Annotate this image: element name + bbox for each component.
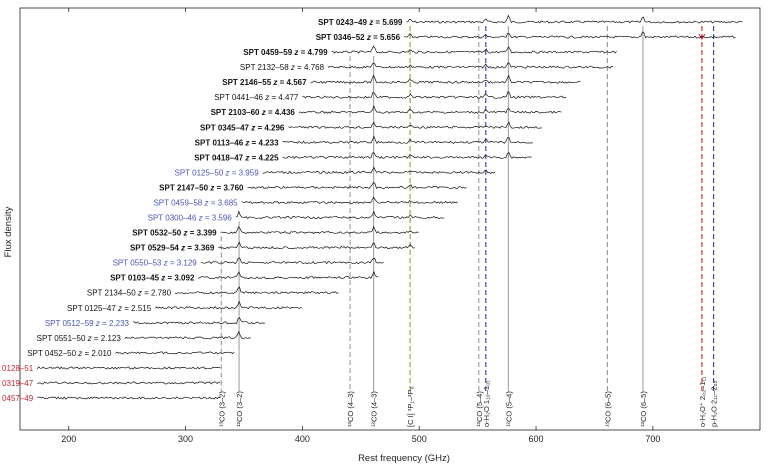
- source-label: SPT 0512–59 z = 2.233: [45, 319, 130, 328]
- line-label: o-H₂O 1₁₀–1₀₁: [482, 380, 491, 427]
- source-label: SPT 0113–46 z = 4.233: [195, 138, 279, 147]
- spectrum-trace: [132, 317, 266, 325]
- spectrum-trace: [154, 300, 303, 310]
- spectrum-trace: [235, 210, 445, 220]
- source-label: SPT 0345–47 z = 4.296: [200, 123, 285, 132]
- spectrum-trace: [124, 330, 251, 340]
- spectrum-trace: [298, 105, 562, 114]
- spectrum-trace: [174, 286, 339, 295]
- plot-frame: [19, 7, 761, 431]
- line-label: ¹³CO (3–2): [217, 391, 226, 427]
- x-axis-title: Rest frequency (GHz): [358, 453, 450, 464]
- line-label: ¹²CO (4–3): [370, 391, 379, 427]
- x-tick-label: 500: [412, 434, 427, 444]
- x-tick-label: 600: [529, 434, 544, 444]
- source-label: SPT 0551–50 z = 2.123: [37, 334, 122, 343]
- spectrum-trace: [241, 196, 458, 204]
- line-label: ¹³CO (6–5): [603, 391, 612, 427]
- spectrum-trace: [327, 62, 614, 69]
- source-label: SPT 0319–47: [0, 379, 34, 388]
- spectrum-trace: [288, 121, 542, 129]
- line-label: [C I] ³P₁–³P₀: [406, 386, 415, 427]
- line-label: ¹²CO (5–4): [504, 391, 513, 427]
- x-tick-label: 200: [61, 434, 76, 444]
- line-label: ¹³CO (5–4): [475, 391, 484, 427]
- x-tick-label: 400: [295, 434, 310, 444]
- spectrum-trace: [115, 351, 235, 355]
- spectrum-trace: [220, 225, 419, 235]
- spectrum-trace: [262, 166, 496, 174]
- source-label: SPT 0529–54 z = 3.369: [130, 244, 215, 253]
- source-label: SPT 0125–50 z = 3.959: [175, 168, 260, 177]
- spectrum-trace: [403, 31, 736, 39]
- spectrum-trace: [406, 14, 743, 24]
- spectrum-trace: [198, 270, 379, 280]
- spectra: [36, 14, 743, 400]
- source-label: SPT 2134–50 z = 2.780: [87, 289, 172, 298]
- source-label: SPT 2103–60 z = 4.436: [211, 108, 296, 117]
- x-tick-label: 300: [178, 434, 193, 444]
- spectrum-trace: [302, 91, 567, 99]
- spectrum-trace: [37, 381, 221, 385]
- source-label: SPT 0125–47 z = 2.515: [67, 304, 152, 313]
- source-label: SPT 0532–50 z = 3.399: [132, 229, 217, 238]
- spectrum-trace: [200, 257, 384, 265]
- source-label: SPT 0441–46 z = 4.477: [214, 93, 299, 102]
- x-tick-label: 700: [645, 434, 660, 444]
- source-label: SPT 0128–51: [0, 364, 34, 373]
- line-label: ¹²CO (6–5): [639, 391, 648, 427]
- absorption-arrow: [698, 33, 706, 40]
- line-label: o-H₂O⁺ 2₀₂–1₁₁: [698, 376, 707, 427]
- y-axis-title: Flux density: [3, 206, 14, 257]
- line-labels: ¹³CO (3–2) ¹²CO (3–2) ¹³CO (4–3) ¹²CO (4–3)…: [217, 376, 718, 427]
- source-label: SPT 0452–50 z = 2.010: [27, 349, 112, 358]
- source-label: SPT 2146–55 z = 4.567: [222, 78, 307, 87]
- source-label: SPT 0103–45 z = 3.092: [110, 274, 195, 283]
- source-label: SPT 0550–53 z = 3.129: [113, 259, 198, 268]
- source-label: SPT 0243–49 z = 5.699: [318, 18, 403, 27]
- source-label: SPT 2147–50 z = 3.760: [159, 183, 244, 192]
- source-label: SPT 0300–46 z = 3.596: [148, 214, 233, 223]
- spectrum-trace: [282, 152, 532, 159]
- line-label: ¹³CO (4–3): [346, 391, 355, 427]
- source-labels: SPT 0243–49 z = 5.699 SPT 0346–52 z = 5.6…: [0, 18, 403, 403]
- source-label: SPT 0459–59 z = 4.799: [243, 48, 328, 57]
- spectral-line-markers: [220, 26, 715, 392]
- spectrum-trace: [37, 396, 221, 400]
- source-label: SPT 2132–58 z = 4.768: [240, 63, 325, 72]
- spectrum-trace: [247, 181, 467, 190]
- source-label: SPT 0459–58 z = 3.685: [153, 198, 238, 207]
- source-label: SPT 0457–49: [0, 394, 34, 403]
- line-label: p-H₂O 2₁₁–2₀₂: [710, 380, 719, 427]
- spectrum-trace: [310, 74, 581, 84]
- spectrum-trace: [218, 241, 415, 250]
- x-axis-ticks: 200 300 400 500 600 700: [61, 8, 660, 444]
- plot-border: [19, 7, 761, 431]
- source-label: SPT 0346–52 z = 5.656: [316, 33, 401, 42]
- line-label: ¹²CO (3–2): [235, 391, 244, 427]
- spectrum-trace: [331, 45, 617, 54]
- source-label: SPT 0418–47 z = 4.225: [194, 153, 279, 162]
- spectrum-trace: [36, 366, 221, 370]
- spectrum-trace: [282, 135, 533, 144]
